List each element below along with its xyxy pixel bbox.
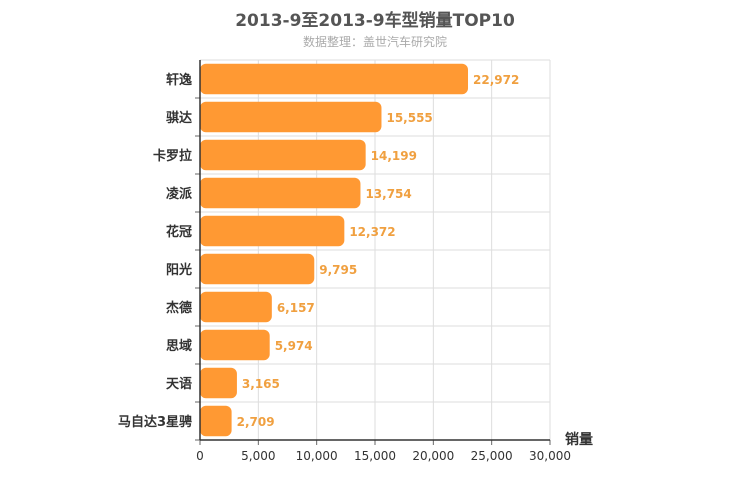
bar: [200, 177, 361, 209]
category-label: 杰德: [166, 300, 192, 316]
bar: [200, 329, 270, 361]
category-label: 花冠: [166, 224, 192, 240]
bar: [200, 139, 366, 171]
bar: [200, 101, 382, 133]
category-label: 思域: [166, 338, 192, 354]
x-tick-label: 15,000: [354, 449, 396, 463]
x-axis-title: 销量: [565, 431, 593, 448]
value-label: 15,555: [386, 111, 432, 125]
value-label: 13,754: [365, 187, 411, 201]
axes: [195, 60, 551, 445]
bar: [200, 63, 469, 95]
x-tick-label: 20,000: [412, 449, 454, 463]
category-label: 凌派: [166, 186, 193, 202]
value-label: 2,709: [237, 415, 275, 429]
category-label: 阳光: [166, 262, 192, 278]
value-label: 6,157: [277, 301, 315, 315]
category-label: 天语: [166, 377, 192, 392]
grid-lines: [199, 59, 551, 441]
value-label: 3,165: [242, 377, 280, 391]
value-label: 9,795: [319, 263, 357, 277]
bar: [200, 215, 345, 247]
x-tick-label: 30,000: [529, 449, 571, 463]
category-label: 马自达3星骋: [118, 414, 192, 430]
value-label: 12,372: [349, 225, 395, 239]
chart-title: 2013-9至2013-9车型销量TOP10: [235, 11, 515, 31]
bars: [200, 63, 469, 437]
bar: [200, 405, 232, 437]
value-label: 5,974: [275, 339, 313, 353]
category-label: 轩逸: [166, 72, 192, 88]
value-label: 22,972: [473, 73, 519, 87]
bar: [200, 367, 237, 399]
x-tick-label: 25,000: [471, 449, 513, 463]
x-tick-label: 0: [196, 449, 204, 463]
bar: [200, 253, 315, 285]
category-label: 卡罗拉: [153, 148, 192, 164]
bar: [200, 291, 272, 323]
x-tick-label: 10,000: [296, 449, 338, 463]
chart-subtitle: 数据整理：盖世汽车研究院: [302, 35, 447, 49]
labels: 0 5,000 10,000 15,000 20,000 25,000 30,000 轩逸 22…: [118, 72, 571, 463]
category-label: 骐达: [166, 110, 192, 126]
x-tick-label: 5,000: [241, 449, 275, 463]
value-label: 14,199: [371, 149, 417, 163]
